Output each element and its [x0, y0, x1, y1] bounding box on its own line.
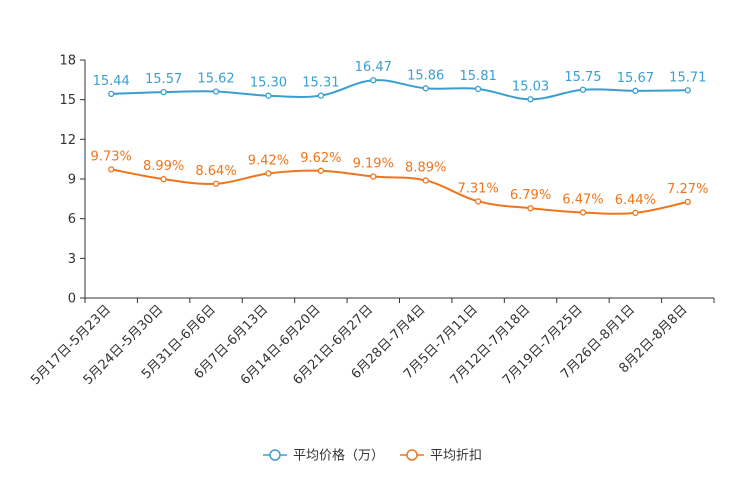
- x-axis-ticks: 5月17日-5月23日5月24日-5月30日5月31日-6月6日6月7日-6月1…: [28, 298, 715, 388]
- data-point[interactable]: [212, 180, 220, 187]
- y-tick-label: 3: [68, 252, 76, 267]
- legend-swatch-marker: [406, 449, 418, 461]
- series-avg-discount: 9.73% 8.99% 8.64% 9.42% 9.62% 9.19% 8.89% 7.31%…: [91, 149, 708, 216]
- data-point[interactable]: [527, 96, 534, 103]
- data-point[interactable]: [108, 90, 115, 97]
- data-label: 15.71: [669, 70, 706, 85]
- y-axis-ticks: 0 3 6 9 12 15 18: [59, 54, 85, 307]
- series-line: [111, 79, 688, 101]
- data-point[interactable]: [422, 177, 429, 184]
- data-point[interactable]: [632, 87, 639, 94]
- data-label: 15.30: [250, 76, 287, 91]
- data-label: 9.62%: [300, 151, 341, 166]
- data-point[interactable]: [474, 198, 482, 205]
- data-label: 9.73%: [91, 149, 132, 164]
- legend-swatch-marker: [269, 449, 281, 461]
- data-point[interactable]: [160, 88, 167, 96]
- y-tick-label: 18: [59, 54, 76, 69]
- data-label: 6.79%: [510, 188, 551, 203]
- data-label: 15.44: [93, 74, 130, 89]
- data-point[interactable]: [527, 205, 534, 212]
- data-point[interactable]: [212, 88, 220, 95]
- data-point[interactable]: [370, 173, 377, 180]
- data-point[interactable]: [160, 175, 167, 183]
- data-label: 9.19%: [353, 156, 394, 171]
- y-tick-label: 0: [68, 292, 76, 307]
- y-tick-label: 6: [68, 212, 76, 227]
- data-label: 15.57: [145, 72, 182, 87]
- data-point[interactable]: [684, 87, 691, 94]
- axes: [84, 60, 714, 299]
- legend[interactable]: 平均价格（万） 平均折扣: [263, 448, 482, 464]
- data-point[interactable]: [579, 86, 587, 93]
- data-point[interactable]: [265, 170, 272, 177]
- data-point[interactable]: [579, 209, 587, 216]
- data-label: 7.31%: [457, 181, 498, 196]
- legend-label: 平均价格（万）: [293, 448, 384, 464]
- data-label: 6.47%: [562, 192, 603, 207]
- data-label: 15.31: [302, 76, 339, 91]
- data-label: 15.03: [512, 79, 549, 94]
- data-label: 16.47: [355, 60, 392, 75]
- y-tick-label: 9: [68, 173, 76, 188]
- data-label: 15.67: [617, 71, 654, 86]
- legend-item-avg-discount[interactable]: 平均折扣: [400, 449, 482, 464]
- data-point[interactable]: [317, 167, 325, 174]
- series-avg-price: 15.44 15.57 15.62 15.30 15.31 16.47 15.86 15.81…: [93, 60, 706, 103]
- legend-item-avg-price[interactable]: 平均价格（万）: [263, 448, 384, 464]
- data-label: 9.42%: [248, 153, 289, 168]
- data-label: 6.44%: [615, 193, 656, 208]
- data-label: 15.81: [460, 69, 497, 84]
- data-label: 8.99%: [143, 159, 184, 174]
- data-label: 8.89%: [405, 160, 446, 175]
- series-line: [111, 168, 688, 215]
- data-point[interactable]: [422, 85, 429, 92]
- data-point[interactable]: [317, 92, 325, 99]
- data-point[interactable]: [632, 209, 639, 216]
- y-tick-label: 12: [59, 133, 76, 148]
- data-point[interactable]: [108, 166, 115, 173]
- data-label: 15.86: [407, 68, 444, 83]
- data-point[interactable]: [684, 198, 691, 206]
- legend-label: 平均折扣: [430, 449, 482, 464]
- data-point[interactable]: [474, 85, 482, 93]
- data-label: 8.64%: [195, 164, 236, 179]
- data-label: 7.27%: [667, 182, 708, 197]
- data-label: 15.75: [564, 70, 601, 85]
- series-group: 15.44 15.57 15.62 15.30 15.31 16.47 15.86 15.81…: [91, 60, 708, 216]
- data-point[interactable]: [265, 92, 272, 99]
- data-point[interactable]: [370, 77, 377, 84]
- y-tick-label: 15: [59, 93, 76, 108]
- data-label: 15.62: [197, 71, 234, 86]
